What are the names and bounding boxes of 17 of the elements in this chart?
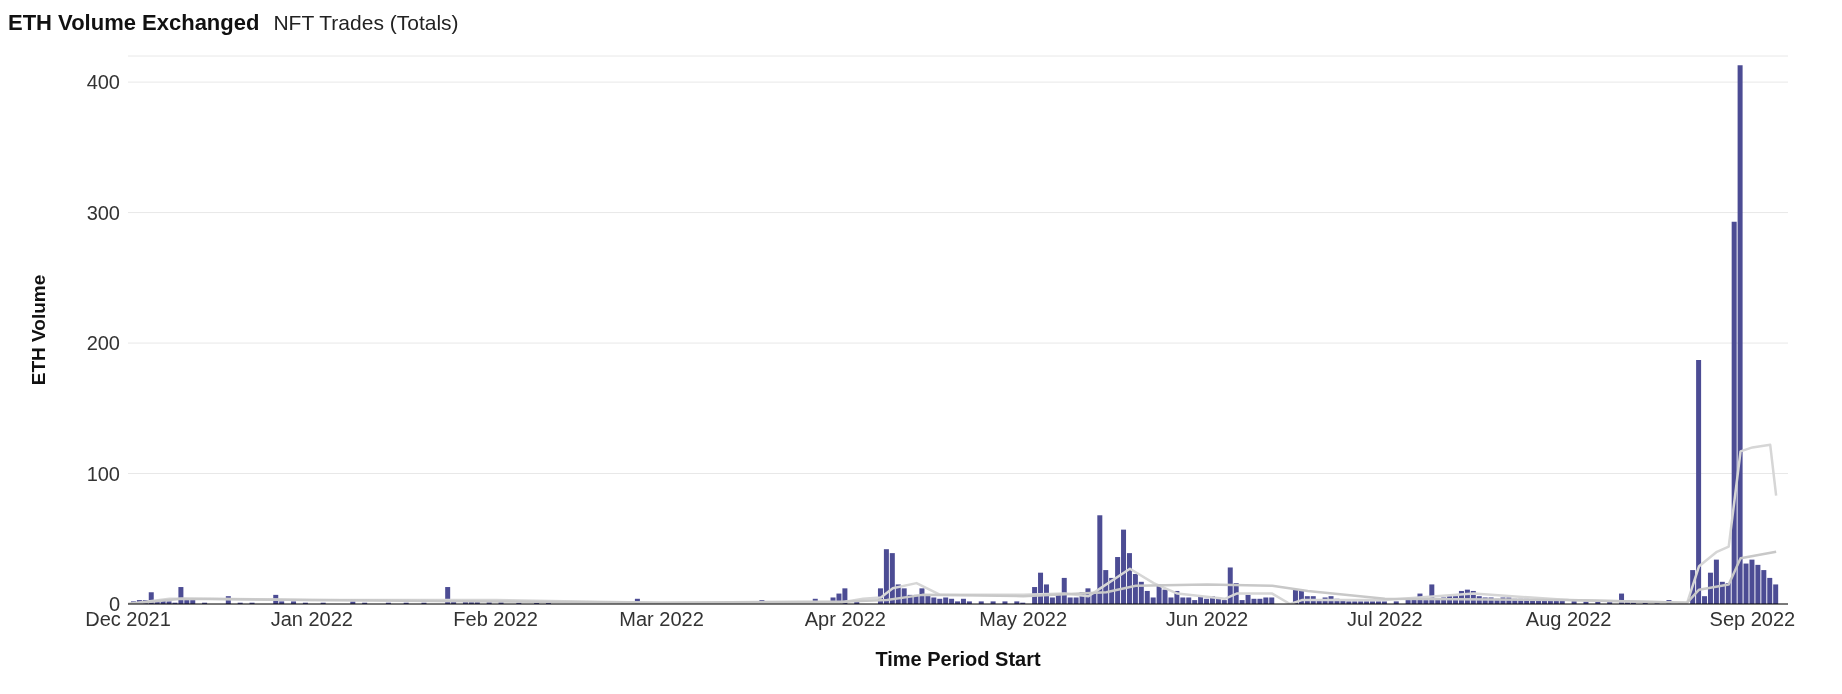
x-tick-label: Jan 2022	[270, 608, 353, 631]
y-tick-label: 400	[86, 71, 120, 94]
y-tick-label: 300	[86, 201, 120, 224]
x-axis-title: Time Period Start	[875, 648, 1041, 670]
x-tick-label: Jul 2022	[1347, 608, 1423, 631]
y-axis-title: ETH Volume	[27, 274, 49, 386]
x-tick-label: Sep 2022	[1709, 608, 1796, 631]
y-tick-label: 200	[86, 332, 120, 355]
chart-subtitle: NFT Trades (Totals)	[273, 11, 459, 35]
x-tick-label: Jun 2022	[1165, 608, 1249, 631]
x-tick-label: Mar 2022	[619, 608, 704, 631]
x-tick-label: May 2022	[979, 608, 1068, 631]
chart-title: ETH Volume Exchanged	[8, 10, 260, 36]
y-tick-label: 100	[86, 462, 120, 485]
x-tick-label: Apr 2022	[804, 608, 886, 631]
x-tick-label: Feb 2022	[453, 608, 538, 631]
x-tick-label: Aug 2022	[1525, 608, 1612, 631]
